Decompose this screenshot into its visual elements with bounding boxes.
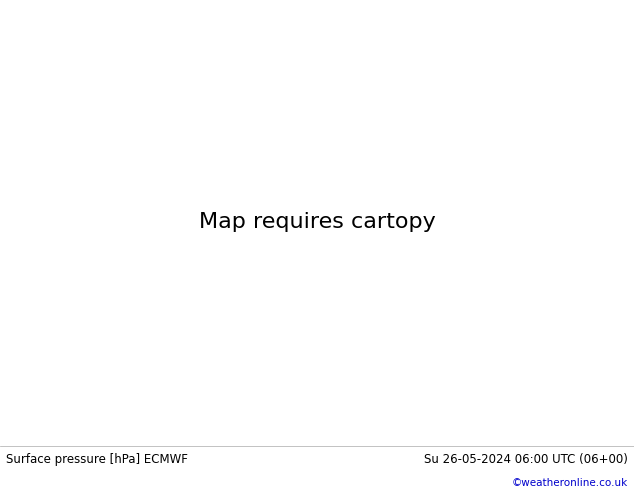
Text: Map requires cartopy: Map requires cartopy xyxy=(198,212,436,232)
Text: Su 26-05-2024 06:00 UTC (06+00): Su 26-05-2024 06:00 UTC (06+00) xyxy=(424,453,628,466)
Text: ©weatheronline.co.uk: ©weatheronline.co.uk xyxy=(512,478,628,488)
Text: Surface pressure [hPa] ECMWF: Surface pressure [hPa] ECMWF xyxy=(6,453,188,466)
